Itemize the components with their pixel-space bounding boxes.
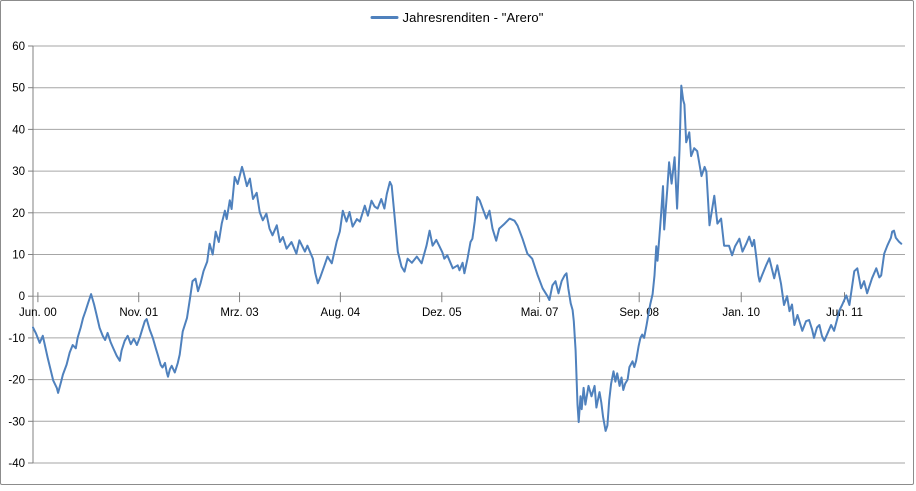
y-axis-label: 0 <box>19 291 25 303</box>
x-axis-label: Jun. 11 <box>826 307 863 319</box>
x-axis-label: Dez. 05 <box>422 307 462 319</box>
y-axis-label: -30 <box>8 416 25 428</box>
legend: Jahresrenditen - "Arero" <box>370 10 544 25</box>
y-axis-label: 50 <box>12 83 25 95</box>
x-axis-label: Nov. 01 <box>119 307 158 319</box>
x-axis-label: Jan. 10 <box>722 307 760 319</box>
y-axis-label: -20 <box>8 375 25 387</box>
y-axis-label: 60 <box>12 41 25 53</box>
series-line-arero <box>32 84 903 432</box>
y-axis-label: 30 <box>12 166 25 178</box>
legend-label: Jahresrenditen - "Arero" <box>402 10 544 25</box>
y-axis-label: 40 <box>12 124 25 136</box>
y-axis-label: 10 <box>12 250 25 262</box>
y-axis-label: 20 <box>12 208 25 220</box>
x-axis-label: Aug. 04 <box>321 307 361 319</box>
legend-line-marker <box>370 16 399 19</box>
x-axis-label: Jun. 00 <box>19 307 57 319</box>
y-axis-label: -40 <box>8 458 25 470</box>
x-axis-label: Sep. 08 <box>619 307 659 319</box>
x-axis-label: Mai. 07 <box>521 307 559 319</box>
x-axis-label: Mrz. 03 <box>220 307 258 319</box>
y-axis-label: -10 <box>8 333 25 345</box>
